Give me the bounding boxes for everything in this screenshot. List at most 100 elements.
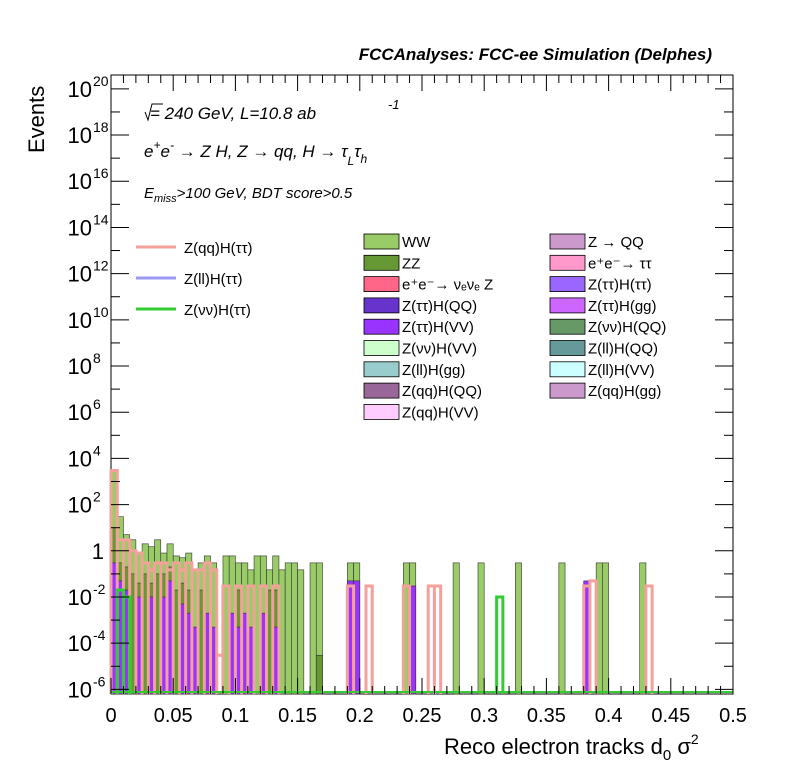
- bkg-legend-col1-entry-5: Z(νν)H(VV): [402, 341, 477, 358]
- bkg-legend-col1-entry-3: Z(ττ)H(QQ): [402, 298, 477, 315]
- x-tick-label-3: 0.15: [278, 705, 317, 727]
- bkg-legend-col1-swatch-1: [363, 254, 400, 271]
- energy-annotation: = 240 GeV, L=10.8 ab -1 s: [144, 97, 400, 123]
- bkg-legend-col1-swatch-2: [363, 276, 400, 293]
- bkg-legend-col1-entry-4: Z(ττ)H(VV): [402, 319, 474, 336]
- y-tick-exponent-11: 16: [93, 165, 109, 181]
- bkg-legend-col1-entry-8: Z(qq)H(VV): [402, 404, 479, 421]
- svg-text:= 240 GeV, L=10.8 ab: = 240 GeV, L=10.8 ab: [150, 104, 316, 123]
- y-tick-exponent-6: 6: [93, 396, 101, 412]
- x-axis-label: Reco electron tracks d0 σ2: [444, 731, 699, 764]
- bkg-legend-col2-swatch-7: [549, 382, 586, 399]
- y-tick-label-10: 10: [68, 215, 92, 240]
- ww-bar-38: [514, 562, 522, 695]
- y-tick-label-9: 10: [68, 262, 92, 287]
- x-tick-label-2: 0.1: [221, 705, 249, 727]
- bkg-legend-col2-swatch-5: [549, 340, 586, 356]
- x-tick-label-10: 0.5: [719, 705, 747, 727]
- y-tick-label-5: 10: [68, 446, 92, 471]
- bkg-legend-col2-entry-3: Z(ττ)H(gg): [588, 298, 657, 315]
- bkg-legend-col1-entry-1: ZZ: [402, 255, 420, 272]
- ww-bar-36: [452, 562, 460, 695]
- y-tick-label-13: 10: [68, 77, 92, 102]
- x-tick-label-8: 0.4: [595, 705, 623, 727]
- x-tick-label-1: 0.05: [154, 705, 193, 727]
- y-tick-label-1: 10: [68, 631, 92, 656]
- y-tick-label-6: 10: [68, 400, 92, 425]
- y-tick-label-4: 10: [68, 493, 92, 518]
- ww-bar-28: [291, 562, 298, 695]
- ztautau-histogram: [110, 562, 591, 695]
- x-tick-label-4: 0.2: [346, 705, 374, 727]
- y-tick-exponent-2: -2: [93, 581, 106, 597]
- y-tick-label-11: 10: [68, 169, 92, 194]
- background-legend-column-2: Z → QQ e⁺e⁻→ ττ Z(ττ)H(ττ) Z(ττ)H(gg) Z(νν)H…: [549, 233, 666, 400]
- bkg-legend-col2-entry-5: Z(ll)H(QQ): [588, 341, 658, 358]
- ww-bar-39: [558, 562, 566, 695]
- bkg-legend-col1-entry-7: Z(qq)H(QQ): [402, 383, 482, 400]
- bkg-legend-col2-swatch-0: [549, 233, 586, 250]
- bkg-legend-col1-swatch-7: [363, 382, 400, 399]
- bkg-legend-col2-swatch-6: [549, 361, 586, 378]
- bkg-legend-col1-entry-0: WW: [402, 234, 431, 251]
- bkg-legend-col2-swatch-3: [549, 297, 586, 314]
- ww-bar-41: [602, 562, 609, 695]
- x-tick-label-9: 0.45: [651, 705, 690, 727]
- cuts-annotation: Emiss>100 GeV, BDT score>0.5: [144, 185, 353, 205]
- y-tick-exponent-13: 20: [93, 73, 109, 89]
- x-tick-label-0: 0: [105, 705, 116, 727]
- bkg-legend-col2-swatch-4: [549, 318, 586, 335]
- zz-bar-17: [315, 654, 323, 695]
- y-tick-label-3: 1: [92, 539, 104, 564]
- x-axis: 0 0.05 0.1 0.15 0.2 0.25 0.3 0.35 0.4 0.45 0.5: [105, 75, 747, 727]
- y-tick-exponent-9: 12: [93, 258, 109, 274]
- y-axis-label: Events: [24, 86, 49, 153]
- y-tick-label-8: 10: [68, 308, 92, 333]
- bkg-legend-col2-entry-7: Z(qq)H(gg): [588, 383, 661, 400]
- process-annotation: e+e- → Z H, Z → qq, H → τLτh: [144, 138, 368, 168]
- y-tick-label-7: 10: [68, 354, 92, 379]
- bkg-legend-col2-swatch-2: [549, 276, 586, 293]
- bkg-legend-col2-swatch-1: [549, 254, 586, 271]
- x-tick-label-7: 0.35: [527, 705, 566, 727]
- bkg-legend-col2-entry-1: e⁺e⁻→ ττ: [588, 255, 652, 272]
- x-tick-label-5: 0.25: [403, 705, 442, 727]
- bkg-legend-col1-swatch-5: [363, 340, 400, 356]
- bkg-legend-col2-entry-6: Z(ll)H(VV): [588, 362, 655, 379]
- y-tick-exponent-1: -4: [93, 627, 106, 643]
- y-tick-exponent-12: 18: [93, 119, 109, 135]
- bkg-legend-col1-swatch-0: [363, 233, 400, 250]
- bkg-legend-col2-entry-4: Z(νν)H(QQ): [588, 319, 666, 336]
- ww-bar-29: [297, 569, 305, 695]
- chart-title: FCCAnalyses: FCC-ee Simulation (Delphes): [359, 45, 713, 64]
- y-tick-exponent-5: 4: [93, 442, 101, 458]
- y-tick-label-12: 10: [68, 123, 92, 148]
- y-tick-label-0: 10: [68, 677, 92, 702]
- background-legend-column-1: WW ZZ e⁺e⁻→ νₑνₑ Z Z(ττ)H(QQ) Z(ττ)H(VV) Z(νν…: [363, 233, 493, 421]
- bkg-legend-col1-swatch-4: [363, 318, 400, 335]
- signal-legend-entry-2: Z(νν)H(ττ): [184, 302, 251, 319]
- signal-legend-entry-1: Z(ll)H(ττ): [184, 271, 243, 288]
- bkg-legend-col1-entry-2: e⁺e⁻→ νₑνₑ Z: [402, 277, 493, 294]
- svg-text:-1: -1: [388, 97, 400, 112]
- bkg-legend-col1-entry-6: Z(ll)H(gg): [402, 362, 465, 379]
- y-tick-exponent-0: -6: [93, 673, 106, 689]
- ww-bar-30: [309, 562, 317, 695]
- signal-legend-entry-0: Z(qq)H(ττ): [184, 240, 253, 257]
- x-tick-label-6: 0.3: [470, 705, 498, 727]
- bkg-legend-col1-swatch-6: [363, 361, 400, 378]
- ww-bar-37: [477, 562, 485, 695]
- y-tick-exponent-10: 14: [93, 211, 109, 227]
- bkg-legend-col2-entry-0: Z → QQ: [588, 234, 644, 251]
- y-tick-label-2: 10: [68, 585, 92, 610]
- bkg-legend-col1-swatch-3: [363, 297, 400, 314]
- bkg-legend-col2-entry-2: Z(ττ)H(ττ): [588, 277, 652, 294]
- bkg-legend-col1-swatch-8: [363, 403, 400, 420]
- y-tick-exponent-8: 10: [93, 304, 109, 320]
- ww-bar-27: [284, 562, 292, 695]
- y-tick-exponent-4: 2: [93, 489, 101, 505]
- y-tick-exponent-7: 8: [93, 350, 101, 366]
